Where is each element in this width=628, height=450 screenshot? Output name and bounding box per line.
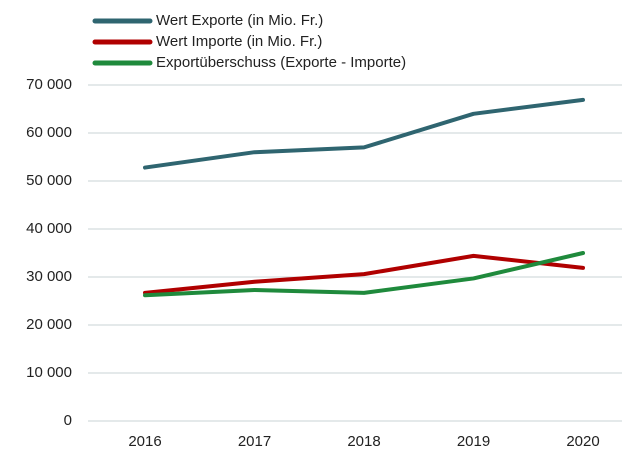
y-tick-label: 60 000	[26, 124, 72, 141]
series-line	[143, 97, 585, 170]
legend-label: Wert Exporte (in Mio. Fr.)	[156, 12, 323, 29]
legend-label: Exportüberschuss (Exporte - Importe)	[156, 54, 406, 71]
x-tick-label: 2020	[566, 433, 599, 450]
x-tick-label: 2018	[347, 433, 380, 450]
series-line	[143, 253, 585, 295]
y-tick-label: 40 000	[26, 220, 72, 237]
x-tick-label: 2017	[238, 433, 271, 450]
x-tick-label: 2016	[128, 433, 161, 450]
y-tick-label: 70 000	[26, 76, 72, 93]
x-tick-label: 2019	[457, 433, 490, 450]
y-tick-label: 10 000	[26, 364, 72, 381]
y-tick-label: 30 000	[26, 268, 72, 285]
y-tick-label: 20 000	[26, 316, 72, 333]
y-tick-label: 50 000	[26, 172, 72, 189]
y-tick-label: 0	[64, 412, 72, 429]
series-line	[143, 251, 585, 298]
legend-label: Wert Importe (in Mio. Fr.)	[156, 33, 322, 50]
